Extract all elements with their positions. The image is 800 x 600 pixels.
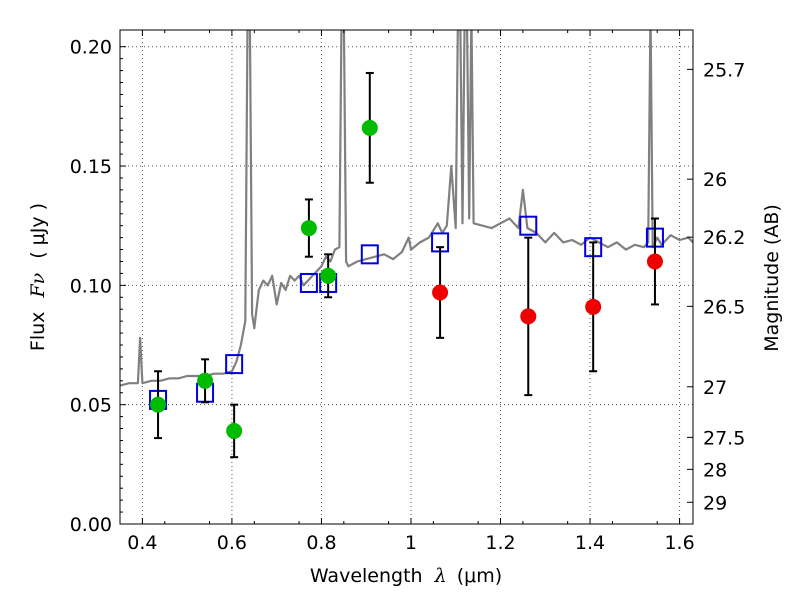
y-tick-label: 0.05: [70, 395, 112, 417]
red-point: [432, 284, 449, 301]
x-axis-label-text: Wavelength: [310, 565, 423, 587]
y-axis-label-unit: ( μJy ): [27, 203, 49, 259]
x-tick-label: 1.6: [664, 532, 694, 554]
detection-point: [226, 422, 243, 439]
detection-point: [320, 267, 337, 284]
red-point: [585, 298, 602, 315]
ticks: 0.4 0.6 0.8 1 1.2 1.4 1.6 0.00 0.05 0.10 0.15 0.20 2…: [70, 30, 745, 554]
red-point: [646, 253, 663, 270]
y-tick-label: 0.00: [70, 514, 112, 536]
model-square: [225, 354, 244, 375]
x-tick-label: 0.8: [306, 532, 336, 554]
red-point: [520, 308, 537, 325]
y2-tick-label: 26.5: [703, 296, 745, 318]
y-axis-label-symbol: Fν: [27, 272, 49, 298]
y2-tick-label: 27.5: [703, 427, 745, 449]
y2-tick-label: 27: [703, 377, 727, 399]
model-square: [299, 272, 318, 293]
x-tick-label: 0.4: [127, 532, 157, 554]
plot-frame: [119, 29, 694, 525]
spectrum-layer: [120, 30, 693, 387]
model-square: [360, 244, 379, 265]
y2-tick-label: 28: [703, 459, 727, 481]
y-tick-label: 0.20: [70, 37, 112, 59]
x-tick-label: 1: [405, 532, 417, 554]
model-square: [519, 215, 538, 236]
x-tick-label: 1.2: [485, 532, 515, 554]
spectrum-line: [120, 30, 693, 387]
y2-tick-label: 25.7: [703, 59, 745, 81]
x-axis-label: Wavelength λ (μm): [310, 565, 502, 587]
x-axis-label-symbol: λ: [434, 565, 447, 587]
y-tick-label: 0.15: [70, 156, 112, 178]
y2-tick-label: 26.2: [703, 227, 745, 249]
x-tick-label: 1.4: [575, 532, 605, 554]
detection-point: [150, 396, 167, 413]
detection-point: [300, 220, 317, 237]
detection-point: [361, 119, 378, 136]
marker-layer: [149, 71, 664, 459]
detection-point: [197, 372, 214, 389]
y-axis-label-text: Flux: [27, 312, 49, 352]
y2-tick-label: 29: [703, 492, 727, 514]
y-tick-label: 0.10: [70, 275, 112, 297]
y-axis-label: Flux Fν ( μJy ): [27, 203, 49, 351]
x-tick-label: 0.6: [217, 532, 247, 554]
y2-axis-label: Magnitude (AB): [761, 204, 783, 352]
y2-tick-label: 26: [703, 169, 727, 191]
x-axis-label-unit: (μm): [457, 565, 502, 587]
